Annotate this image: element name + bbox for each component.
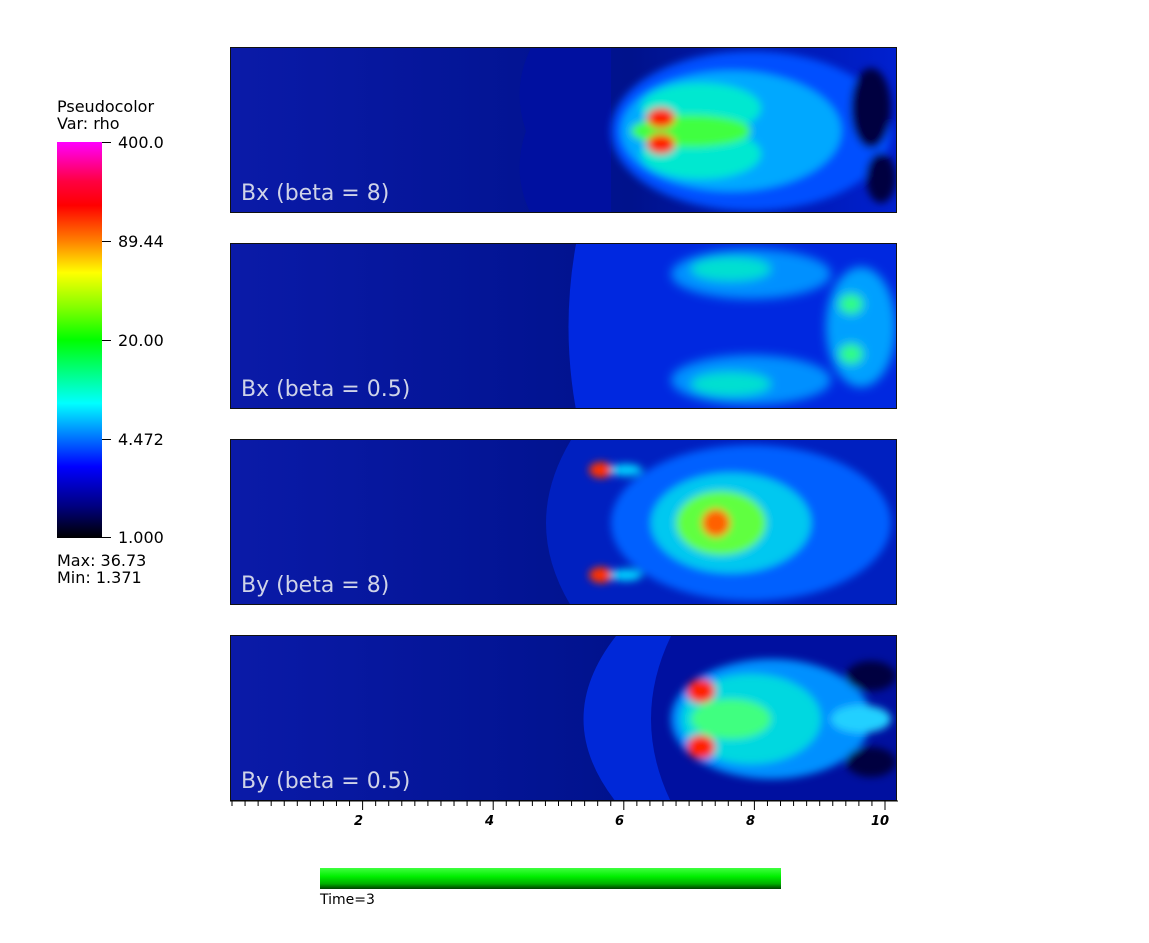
legend-tick-label: 4.472 — [118, 430, 164, 449]
legend-tick-label: 20.00 — [118, 331, 164, 350]
x-tick-label: 6 — [615, 814, 625, 829]
x-tick-label: 4 — [485, 814, 495, 829]
density-field — [231, 440, 896, 604]
legend-tick — [102, 142, 111, 143]
time-progress-bar — [320, 868, 781, 889]
x-tick-label: 2 — [354, 814, 364, 829]
legend-minmax: Max: 36.73 Min: 1.371 — [57, 552, 146, 586]
x-axis: 2 4 6 8 10 — [230, 800, 898, 840]
simulation-panel-bx-beta-8: Bx (beta = 8) — [230, 47, 897, 213]
legend-tick-label: 1.000 — [118, 528, 164, 547]
simulation-panel-by-beta-0-5: By (beta = 0.5) — [230, 635, 897, 801]
legend-plot-type: Pseudocolor — [57, 97, 155, 116]
density-field — [231, 636, 896, 800]
legend-tick — [102, 439, 111, 440]
panel-label: By (beta = 0.5) — [241, 769, 411, 794]
legend-title: Pseudocolor Var: rho — [57, 98, 154, 132]
color-scale-bar — [57, 142, 102, 538]
x-tick-label: 8 — [746, 814, 756, 829]
legend-tick-label: 89.44 — [118, 232, 164, 251]
simulation-panel-by-beta-8: By (beta = 8) — [230, 439, 897, 605]
time-label: Time=3 — [320, 892, 375, 908]
legend-min: Min: 1.371 — [57, 568, 142, 587]
x-tick-label: 10 — [871, 814, 890, 829]
panel-label: Bx (beta = 0.5) — [241, 377, 411, 402]
legend-tick — [102, 241, 111, 242]
legend-tick-label: 400.0 — [118, 133, 164, 152]
panel-label: Bx (beta = 8) — [241, 181, 390, 206]
density-field — [231, 244, 896, 408]
density-field — [231, 48, 896, 212]
x-axis-ticks — [230, 800, 898, 810]
legend-tick — [102, 340, 111, 341]
legend-max: Max: 36.73 — [57, 551, 147, 570]
legend-variable: Var: rho — [57, 114, 120, 133]
panel-label: By (beta = 8) — [241, 573, 390, 598]
legend-tick — [102, 537, 111, 538]
simulation-panel-bx-beta-0-5: Bx (beta = 0.5) — [230, 243, 897, 409]
